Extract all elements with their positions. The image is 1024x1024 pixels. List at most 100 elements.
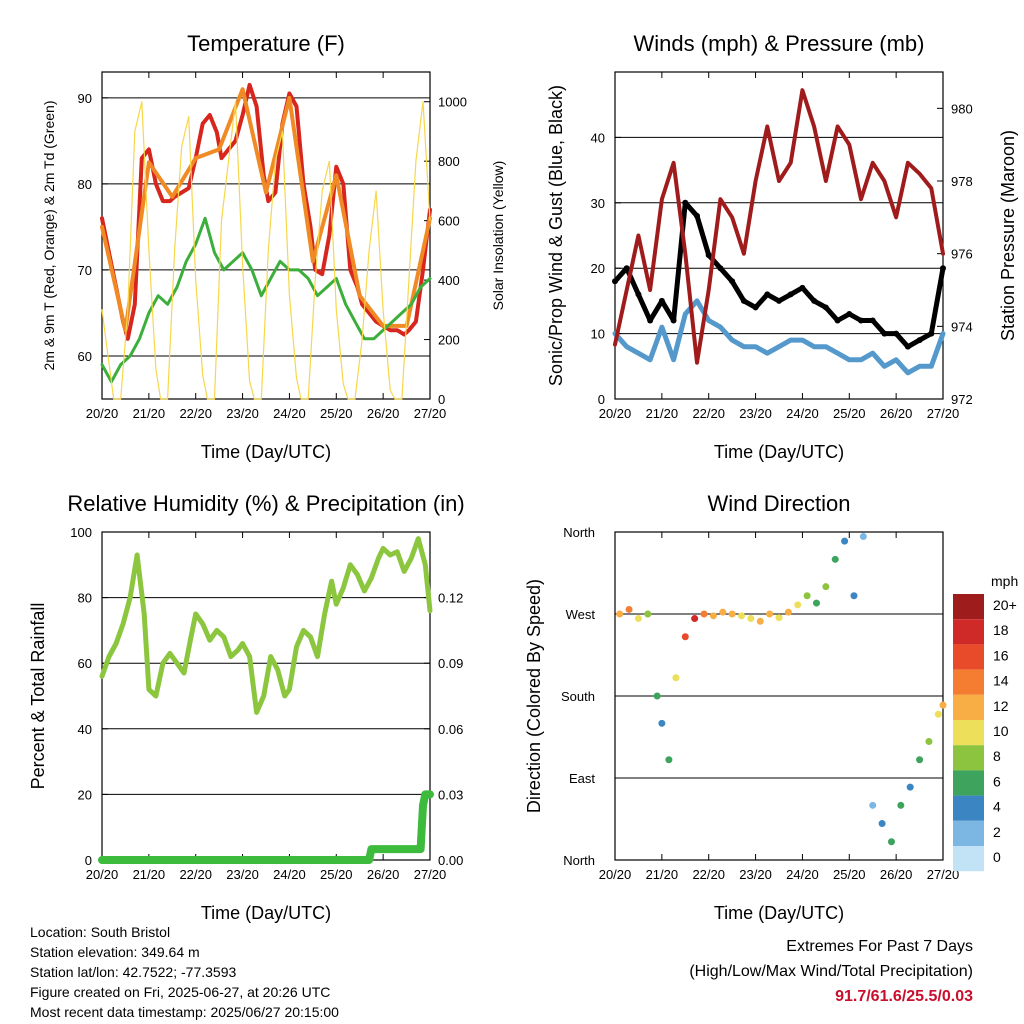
gust-point (940, 265, 946, 272)
direction-point (672, 674, 680, 682)
extremes-values: 91.7/61.6/25.5/0.03 (835, 988, 973, 1005)
direction-point (794, 601, 802, 609)
x-tick-label: 25/20 (320, 406, 353, 421)
extremes-box: Extremes For Past 7 Days (High/Low/Max W… (689, 934, 973, 1009)
direction-point (634, 615, 642, 623)
plot-frame (614, 71, 944, 400)
plot-frame (101, 71, 431, 400)
direction-point (878, 820, 886, 828)
y-tick-label-right: 1000 (438, 95, 467, 110)
direction-point (812, 599, 820, 607)
gust-point (670, 317, 677, 324)
gust-point (822, 304, 829, 311)
x-tick-label: 23/20 (226, 867, 259, 882)
legend-label: 14 (993, 673, 1009, 689)
extremes-title: Extremes For Past 7 Days (786, 938, 973, 955)
gust-point (846, 310, 853, 317)
x-tick-label: 24/20 (786, 867, 819, 882)
gust-point (740, 297, 747, 304)
y-axis-label: Direction (Colored By Speed) (524, 579, 544, 813)
y-tick-label-right: 600 (438, 214, 460, 229)
direction-point (709, 612, 717, 620)
direction-point (738, 612, 746, 620)
direction-point (747, 615, 755, 623)
x-tick-label: 22/20 (692, 406, 725, 421)
y-axis-label: Sonic/Prop Wind & Gust (Blue, Black) (546, 85, 566, 386)
extremes-subtitle: (High/Low/Max Wind/Total Precipitation) (689, 963, 973, 980)
x-tick-label: 20/20 (86, 406, 119, 421)
y-tick-label: 80 (78, 591, 92, 606)
x-tick-label: 25/20 (320, 867, 353, 882)
x-tick-label: 21/20 (646, 406, 679, 421)
y-tick-label: South (561, 689, 595, 704)
x-tick-label: 22/20 (179, 867, 212, 882)
x-tick-label: 21/20 (133, 406, 166, 421)
x-tick-label: 22/20 (692, 867, 725, 882)
legend-swatch (953, 644, 984, 670)
direction-point (658, 719, 666, 727)
direction-point (850, 592, 858, 600)
y-tick-label-right: 0 (438, 392, 445, 407)
direction-point (691, 615, 699, 623)
x-tick-label: 27/20 (927, 867, 960, 882)
direction-point (719, 608, 727, 616)
legend-swatch (953, 669, 984, 695)
y-tick-label-right: 0.00 (438, 853, 463, 868)
y-axis-label-right: Solar Insolation (Yellow) (490, 161, 506, 311)
station-info: Location: South Bristol Station elevatio… (30, 922, 339, 1022)
y-tick-label-right: 0.09 (438, 656, 463, 671)
series-solar-insolation (101, 101, 431, 400)
legend-label: 6 (993, 773, 1001, 789)
legend-label: 2 (993, 824, 1001, 840)
x-tick-label: 23/20 (739, 406, 772, 421)
y-tick-label: 20 (591, 261, 605, 276)
y-tick-label: North (563, 525, 595, 540)
x-tick-label: 26/20 (367, 406, 400, 421)
x-tick-label: 26/20 (880, 867, 913, 882)
chart-title: Winds (mph) & Pressure (mb) (634, 31, 925, 56)
created-text: Figure created on Fri, 2025-06-27, at 20… (30, 984, 331, 1000)
x-tick-label: 26/20 (880, 406, 913, 421)
gust-point (752, 304, 759, 311)
direction-point (906, 783, 914, 791)
direction-point (869, 801, 877, 809)
y-tick-label-right: 800 (438, 154, 460, 169)
y-tick-label-right: 976 (951, 247, 973, 262)
gust-point (834, 317, 841, 324)
series-station-pressure (613, 88, 945, 365)
timestamp-text: Most recent data timestamp: 2025/06/27 2… (30, 1004, 339, 1020)
series-relative-humidity (99, 536, 433, 715)
x-tick-label: 22/20 (179, 406, 212, 421)
x-tick-label: 23/20 (739, 867, 772, 882)
y-axis-label: 2m & 9m T (Red, Orange) & 2m Td (Green) (41, 101, 57, 371)
direction-point (831, 555, 839, 563)
series-total-precipitation (98, 790, 434, 864)
y-tick-label-right: 400 (438, 273, 460, 288)
x-tick-label: 25/20 (833, 867, 866, 882)
direction-point (766, 610, 774, 618)
gust-point (694, 212, 700, 219)
y-tick-label: 40 (78, 722, 92, 737)
y-tick-label: 60 (78, 656, 92, 671)
gust-point (916, 337, 923, 344)
direction-point (616, 610, 624, 618)
direction-point (625, 605, 633, 613)
y-tick-label: 100 (70, 525, 92, 540)
direction-point (939, 701, 947, 709)
chart-title: Relative Humidity (%) & Precipitation (i… (67, 491, 464, 516)
direction-point (775, 614, 783, 622)
gust-point (858, 317, 864, 324)
x-tick-label: 20/20 (599, 867, 632, 882)
gust-point (717, 265, 724, 272)
legend-label: 12 (993, 698, 1009, 714)
direction-point (925, 738, 933, 746)
legend-swatch (953, 594, 984, 620)
x-axis-label: Time (Day/UTC) (714, 903, 844, 923)
gust-point (705, 252, 712, 259)
y-tick-label-right: 980 (951, 101, 973, 116)
direction-point (756, 617, 764, 625)
x-tick-label: 27/20 (927, 406, 960, 421)
y-axis-label: Percent & Total Rainfall (28, 603, 48, 790)
direction-point (822, 583, 830, 591)
legend-swatch (953, 846, 984, 872)
